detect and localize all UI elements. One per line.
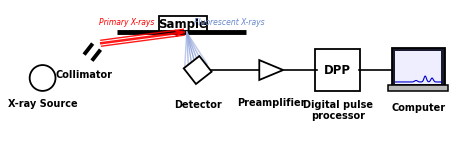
Text: Sample: Sample bbox=[158, 18, 207, 31]
Text: Detector: Detector bbox=[174, 100, 221, 110]
Text: DPP: DPP bbox=[324, 64, 351, 76]
FancyBboxPatch shape bbox=[395, 51, 441, 84]
FancyBboxPatch shape bbox=[316, 49, 360, 91]
Text: Digital pulse
processor: Digital pulse processor bbox=[303, 100, 373, 122]
Text: Collimator: Collimator bbox=[56, 70, 113, 80]
FancyBboxPatch shape bbox=[159, 16, 207, 33]
Text: X-ray Source: X-ray Source bbox=[8, 99, 77, 109]
FancyBboxPatch shape bbox=[388, 85, 448, 91]
Text: Primary X-rays: Primary X-rays bbox=[100, 18, 155, 27]
Polygon shape bbox=[184, 56, 211, 84]
Text: Computer: Computer bbox=[391, 103, 446, 113]
Text: Preamplifier: Preamplifier bbox=[237, 98, 305, 108]
Text: Fluorescent X-rays: Fluorescent X-rays bbox=[194, 18, 265, 27]
Polygon shape bbox=[259, 60, 283, 80]
Circle shape bbox=[30, 65, 55, 91]
FancyBboxPatch shape bbox=[392, 48, 445, 87]
